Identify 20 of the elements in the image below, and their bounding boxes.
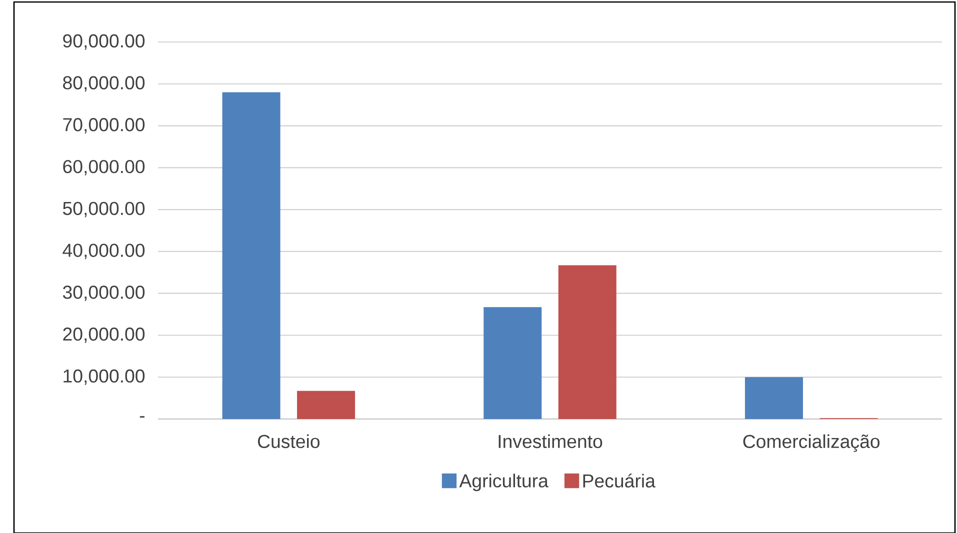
x-tick-label: Investimento <box>498 434 602 448</box>
y-tick-label: 30,000.00 <box>62 286 145 302</box>
x-tick-label: Comercialização <box>743 434 880 452</box>
y-tick-label: 40,000.00 <box>62 244 145 260</box>
bar <box>558 265 616 419</box>
x-tick-label: Custeio <box>258 434 320 448</box>
y-tick-label: 10,000.00 <box>64 369 145 385</box>
y-tick-label: 70,000.00 <box>63 118 145 134</box>
bar <box>744 377 803 419</box>
y-tick-label: 20,000.00 <box>63 328 145 343</box>
legend-label: Agricultura <box>459 474 548 492</box>
y-tick-label: - <box>140 416 144 418</box>
y-tick-label: 90,000.00 <box>63 34 145 50</box>
bar <box>222 92 280 419</box>
y-tick-label: 60,000.00 <box>63 160 145 176</box>
legend-label: Pecuária <box>583 474 656 488</box>
bar <box>297 390 356 419</box>
bar <box>484 307 542 419</box>
y-tick-label: 80,000.00 <box>63 76 145 92</box>
y-tick-label: 50,000.00 <box>63 202 145 218</box>
